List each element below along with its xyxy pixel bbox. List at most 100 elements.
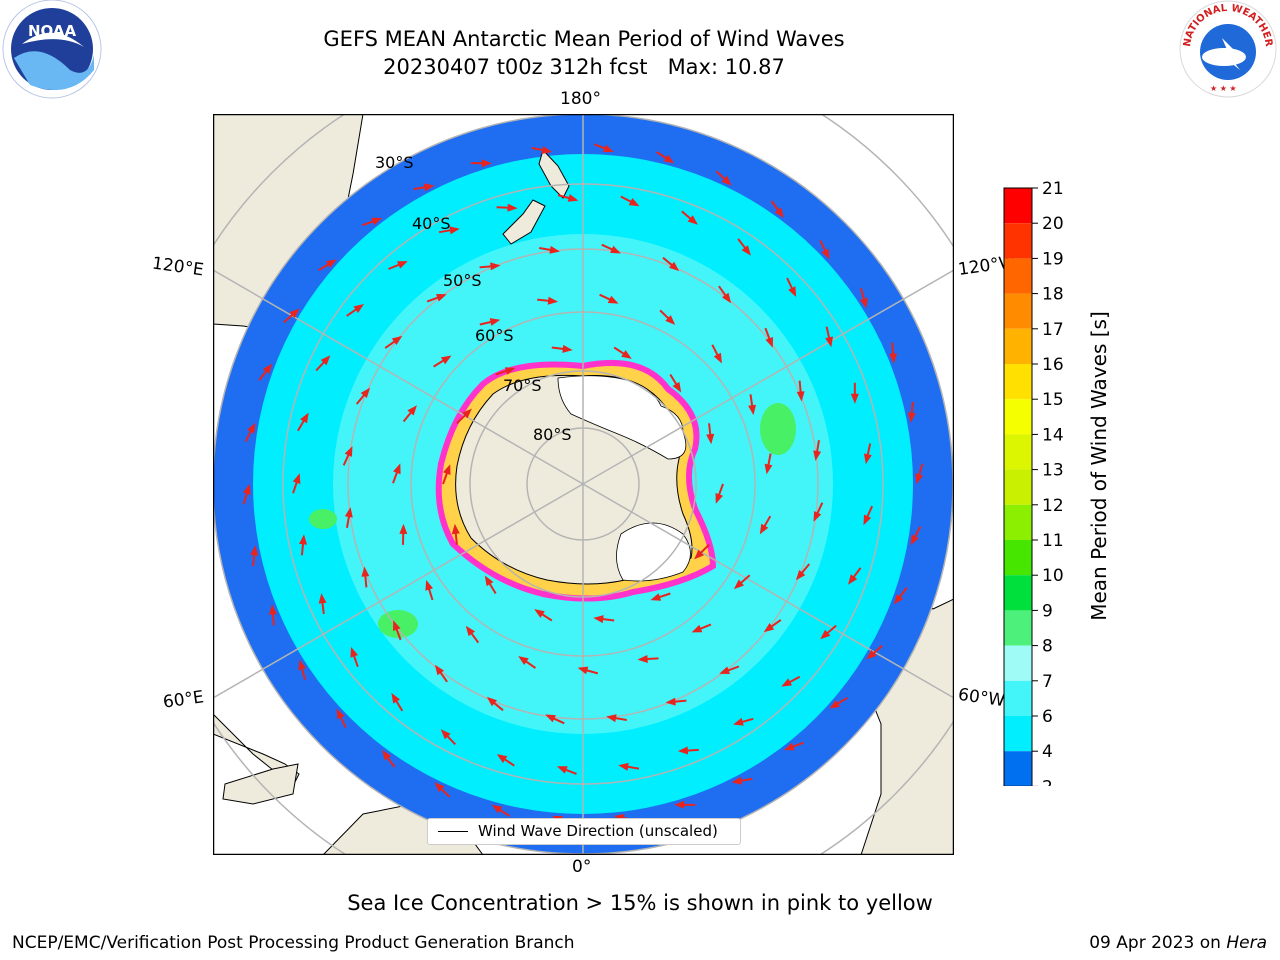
- wave-arrow-head: [344, 446, 353, 457]
- wave-arrow-head: [393, 620, 401, 631]
- colorbar-segment: [1004, 399, 1032, 435]
- sea-ice-footnote: Sea Ice Concentration > 15% is shown in …: [347, 891, 933, 915]
- wave-arrow-head: [360, 387, 371, 398]
- colorbar-tick-label: 2: [1042, 777, 1053, 786]
- wave-arrow-head: [677, 746, 689, 755]
- wave-arrow-head: [820, 629, 831, 640]
- wave-arrow-head: [665, 315, 676, 325]
- lat-label-70s: 70°S: [503, 376, 542, 395]
- colorbar-segment: [1004, 751, 1032, 786]
- colorbar-label: Mean Period of Wind Waves [s]: [1087, 311, 1111, 621]
- chart-title: GEFS MEAN Antarctic Mean Period of Wind …: [323, 27, 845, 51]
- date-text: 09 Apr 2023 on: [1089, 933, 1221, 953]
- wave-arrow-head: [860, 297, 868, 309]
- wave-arrow-head: [813, 511, 822, 522]
- wave-arrow-head: [889, 353, 898, 364]
- colorbar-tick-label: 9: [1042, 601, 1053, 621]
- period-green-patch: [309, 509, 337, 529]
- wave-arrow-head: [907, 412, 916, 423]
- lat-label-40s: 40°S: [412, 214, 451, 233]
- colorbar-tick-label: 12: [1042, 496, 1064, 516]
- lat-labels: 30°S 40°S 50°S 60°S 70°S 80°S: [375, 153, 572, 444]
- noaa-logo-text: NOAA: [28, 22, 77, 40]
- credit-text: NCEP/EMC/Verification Post Processing Pr…: [12, 933, 575, 953]
- wave-arrow-head: [491, 804, 503, 814]
- legend-label: Wind Wave Direction (unscaled): [478, 822, 718, 840]
- colorbar-tick-label: 14: [1042, 425, 1064, 445]
- wave-arrow-head: [850, 393, 859, 404]
- wave-arrow-head: [733, 579, 744, 590]
- wave-arrow-head: [391, 335, 403, 345]
- wave-arrow-head: [603, 144, 614, 152]
- colorbar-segment: [1004, 645, 1032, 681]
- colorbar-tick-label: 21: [1042, 179, 1064, 199]
- wave-arrow-head: [562, 344, 573, 353]
- colorbar-tick-label: 13: [1042, 461, 1064, 481]
- wave-arrow-head: [719, 666, 730, 674]
- wave-arrow-head: [336, 708, 345, 720]
- wave-arrow-head: [353, 304, 364, 313]
- colorbar-ticks: 21 20 19 18 17 16 15 14 13 12 11 10 9 8 7 6 4 2: [1032, 179, 1064, 786]
- lon-label-0: 0°: [572, 857, 592, 877]
- wave-arrow-head: [763, 623, 775, 633]
- wave-arrow-head: [507, 203, 518, 212]
- wave-arrow-head: [788, 286, 797, 297]
- wave-arrow-head: [650, 593, 662, 601]
- wave-arrow-head: [434, 664, 444, 676]
- colorbar-segment: [1004, 680, 1032, 716]
- wave-arrow-head: [577, 666, 589, 675]
- svg-text:★ ★ ★: ★ ★ ★: [1210, 84, 1237, 93]
- wave-arrow-head: [825, 336, 833, 348]
- meridian-60w: [582, 483, 954, 699]
- wave-arrow-head: [541, 146, 553, 154]
- wave-arrow-head: [694, 549, 704, 560]
- colorbar-segment: [1004, 223, 1032, 259]
- wind-wave-arrows: [242, 143, 924, 825]
- wave-arrow-head: [326, 259, 337, 268]
- wave-arrow-head: [672, 381, 682, 393]
- colorbar-segment: [1004, 504, 1032, 540]
- colorbar-segment: [1004, 258, 1032, 294]
- colorbar-segment: [1004, 716, 1032, 752]
- wave-arrow-head: [829, 700, 840, 709]
- date-stamp: 09 Apr 2023 on Hera: [1089, 933, 1267, 953]
- wave-arrow-head: [864, 453, 872, 465]
- new-zealand-landmass: [502, 149, 570, 245]
- colorbar-segment: [1004, 610, 1032, 646]
- lat-label-30s: 30°S: [375, 153, 414, 172]
- wave-arrow-head: [391, 692, 400, 704]
- wave-arrow-head: [397, 261, 408, 269]
- wave-arrow-head: [764, 463, 773, 475]
- wave-arrow-head: [606, 714, 617, 723]
- colorbar-tick-label: 19: [1042, 249, 1064, 269]
- wave-arrow-head: [863, 514, 872, 526]
- wave-arrow-head: [610, 245, 621, 254]
- wave-arrow-head: [382, 750, 392, 761]
- wave-arrow-head: [268, 604, 277, 615]
- wave-arrow-head: [567, 194, 579, 202]
- colorbar-segments: [1003, 187, 1033, 786]
- wave-arrow-head: [292, 473, 301, 484]
- wave-arrow-head: [484, 575, 494, 587]
- wave-arrow-head: [300, 412, 309, 424]
- wave-arrow-head: [813, 450, 822, 461]
- wave-arrow-head: [434, 782, 445, 793]
- lat-label-50s: 50°S: [443, 271, 482, 290]
- wave-arrow-head: [663, 154, 675, 164]
- wave-arrow-head: [289, 308, 300, 319]
- wave-arrow-head: [250, 545, 259, 556]
- noaa-logo: NOAA: [2, 0, 102, 99]
- colorbar-tick-label: 16: [1042, 355, 1064, 375]
- wave-arrow-head: [618, 762, 629, 771]
- wave-arrow-head: [407, 405, 417, 416]
- wave-arrow-head: [440, 729, 451, 740]
- wave-arrow-head: [821, 248, 830, 260]
- wave-arrow-head: [534, 609, 545, 618]
- wave-arrow-head: [462, 408, 472, 419]
- lon-label-60e: 60°E: [161, 687, 206, 713]
- lon-label-180: 180°: [560, 89, 601, 109]
- wave-arrow-head: [481, 159, 492, 168]
- period-green-patch: [760, 403, 796, 455]
- colorbar-tick-label: 4: [1042, 742, 1053, 762]
- wave-arrow-head: [733, 717, 744, 726]
